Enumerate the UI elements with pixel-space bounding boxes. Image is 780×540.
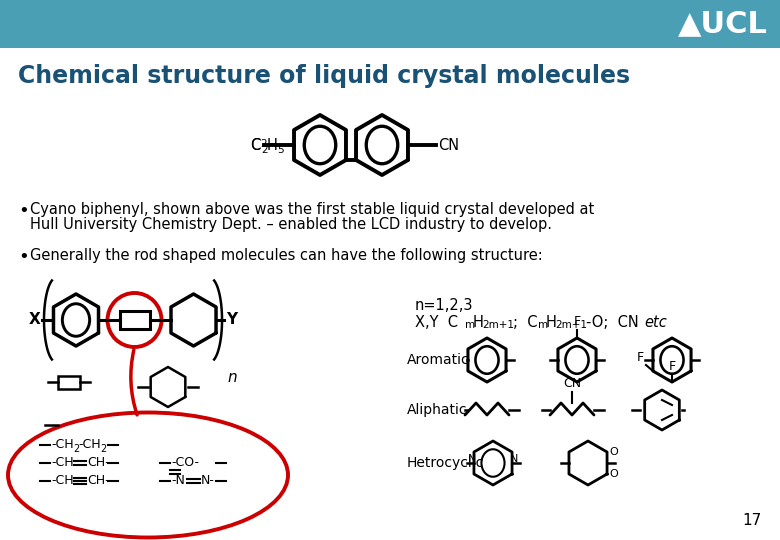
Text: Aliphatic: Aliphatic xyxy=(407,403,467,417)
Text: H: H xyxy=(473,315,484,330)
Text: 17: 17 xyxy=(743,513,762,528)
Text: -CH: -CH xyxy=(51,456,73,469)
Text: F: F xyxy=(573,315,580,328)
Text: 2m+1: 2m+1 xyxy=(555,320,587,330)
Text: Aromatic: Aromatic xyxy=(407,353,470,367)
Text: •: • xyxy=(18,248,29,266)
Text: H: H xyxy=(546,315,557,330)
Text: N: N xyxy=(467,454,476,464)
Text: C: C xyxy=(250,138,260,152)
Text: 2: 2 xyxy=(261,145,268,155)
Text: X: X xyxy=(28,313,40,327)
Text: F: F xyxy=(668,360,675,373)
Text: m: m xyxy=(465,320,475,330)
Text: CH-: CH- xyxy=(87,475,110,488)
Text: N-: N- xyxy=(201,475,215,488)
Bar xyxy=(0,0,780,48)
Text: -N: -N xyxy=(171,475,185,488)
Text: O: O xyxy=(609,447,618,457)
Text: -CO-: -CO- xyxy=(171,456,199,469)
Text: F: F xyxy=(636,351,644,364)
Text: O: O xyxy=(609,469,618,479)
Text: 2: 2 xyxy=(260,139,267,149)
Text: Chemical structure of liquid crystal molecules: Chemical structure of liquid crystal mol… xyxy=(18,64,630,88)
Text: H: H xyxy=(267,138,278,152)
Text: etc: etc xyxy=(644,315,667,330)
Text: 5: 5 xyxy=(277,145,284,155)
Text: 2: 2 xyxy=(100,444,106,454)
Text: -: - xyxy=(106,438,111,451)
Bar xyxy=(58,375,80,388)
Text: X,Y  C: X,Y C xyxy=(415,315,458,330)
Text: N: N xyxy=(510,454,519,464)
Text: -O;  CN: -O; CN xyxy=(586,315,643,330)
Bar xyxy=(119,311,150,329)
Text: -CH: -CH xyxy=(78,438,101,451)
Text: CN: CN xyxy=(438,138,459,152)
Text: m: m xyxy=(538,320,548,330)
Text: -CH: -CH xyxy=(51,475,73,488)
Text: n: n xyxy=(227,370,236,385)
Text: CH-: CH- xyxy=(87,456,110,469)
Text: CN: CN xyxy=(563,377,581,390)
Text: Generally the rod shaped molecules can have the following structure:: Generally the rod shaped molecules can h… xyxy=(30,248,543,263)
Text: C: C xyxy=(250,138,260,152)
Text: ▲UCL: ▲UCL xyxy=(678,10,768,38)
Text: Y: Y xyxy=(226,313,237,327)
Text: -CH: -CH xyxy=(51,438,73,451)
Text: Cyano biphenyl, shown above was the first stable liquid crystal developed at: Cyano biphenyl, shown above was the firs… xyxy=(30,202,594,217)
Text: 2m+1: 2m+1 xyxy=(482,320,514,330)
Text: Hetrocyclic: Hetrocyclic xyxy=(407,456,484,470)
Text: n=1,2,3: n=1,2,3 xyxy=(415,298,473,313)
Text: ;  C: ; C xyxy=(513,315,537,330)
Text: •: • xyxy=(18,202,29,220)
Text: Hull University Chemistry Dept. – enabled the LCD industry to develop.: Hull University Chemistry Dept. – enable… xyxy=(30,217,552,232)
Text: 2: 2 xyxy=(73,444,80,454)
